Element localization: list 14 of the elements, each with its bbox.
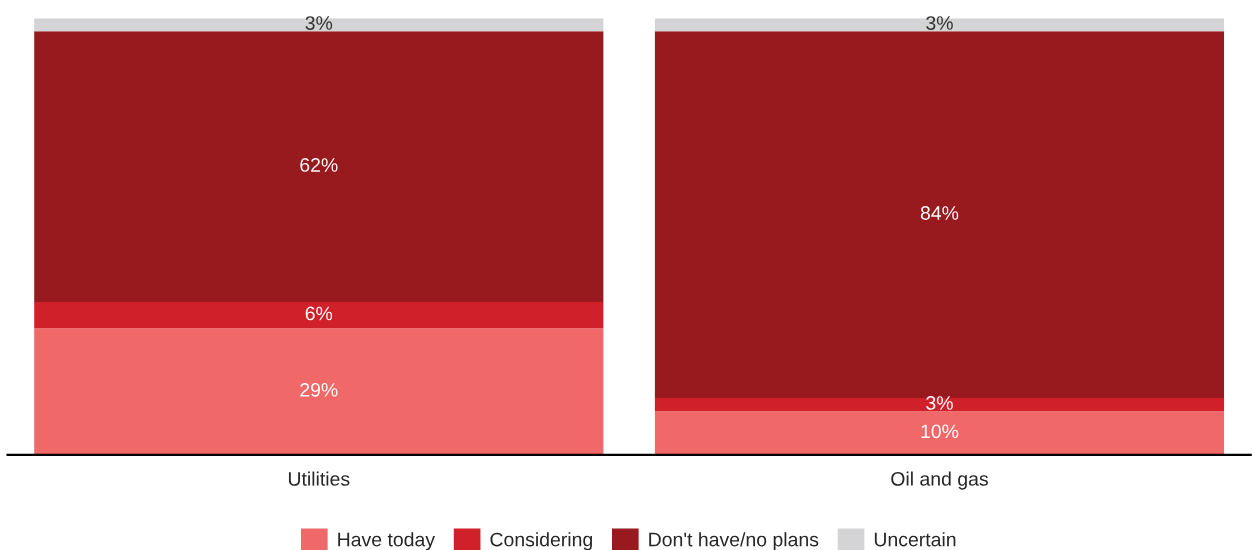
x-tick-label: Oil and gas: [891, 471, 988, 490]
data-label: 10%: [921, 424, 959, 439]
legend-label: Uncertain: [874, 532, 956, 547]
data-label: 29%: [300, 382, 338, 397]
legend-label: Considering: [490, 532, 592, 550]
data-label: 3%: [926, 396, 953, 410]
data-label: 6%: [305, 306, 333, 321]
data-label: 62%: [300, 158, 338, 172]
data-label: 84%: [920, 206, 959, 220]
x-tick-label: Utilities: [288, 471, 350, 486]
legend-label: Don't have/no plans: [649, 532, 819, 550]
legend-label: Have today: [338, 532, 435, 550]
data-label: 3%: [926, 16, 953, 30]
data-label: 3%: [305, 16, 333, 30]
